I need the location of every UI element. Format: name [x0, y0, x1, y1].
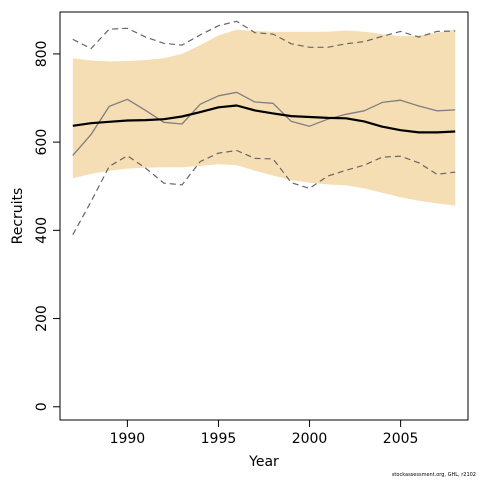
x-axis-title: Year — [248, 454, 279, 470]
confidence-band-layer — [72, 29, 456, 206]
credit-text: stockassessment.org, GHL, r2102 — [392, 472, 476, 478]
y-axis-title: Recruits — [10, 188, 26, 245]
x-tick-label: 1990 — [110, 431, 146, 447]
confidence-band — [72, 29, 456, 206]
x-axis: 1990 1995 2000 2005 — [110, 420, 419, 447]
series-lines-layer — [72, 20, 456, 235]
x-tick-label: 1995 — [201, 431, 237, 447]
series-line-dashed-upper — [72, 20, 456, 50]
y-axis: 0 200 400 600 800 — [34, 41, 60, 411]
plot-frame — [59, 11, 469, 421]
x-tick-label: 2000 — [292, 431, 328, 447]
y-tick-label: 400 — [34, 217, 50, 244]
y-tick-label: 800 — [34, 41, 50, 68]
series-line-secondary — [72, 91, 456, 156]
y-tick-label: 200 — [34, 305, 50, 332]
x-tick-label: 2005 — [383, 431, 419, 447]
y-tick-label: 600 — [34, 129, 50, 156]
y-tick-label: 0 — [34, 402, 50, 411]
series-line-estimate — [72, 104, 456, 134]
